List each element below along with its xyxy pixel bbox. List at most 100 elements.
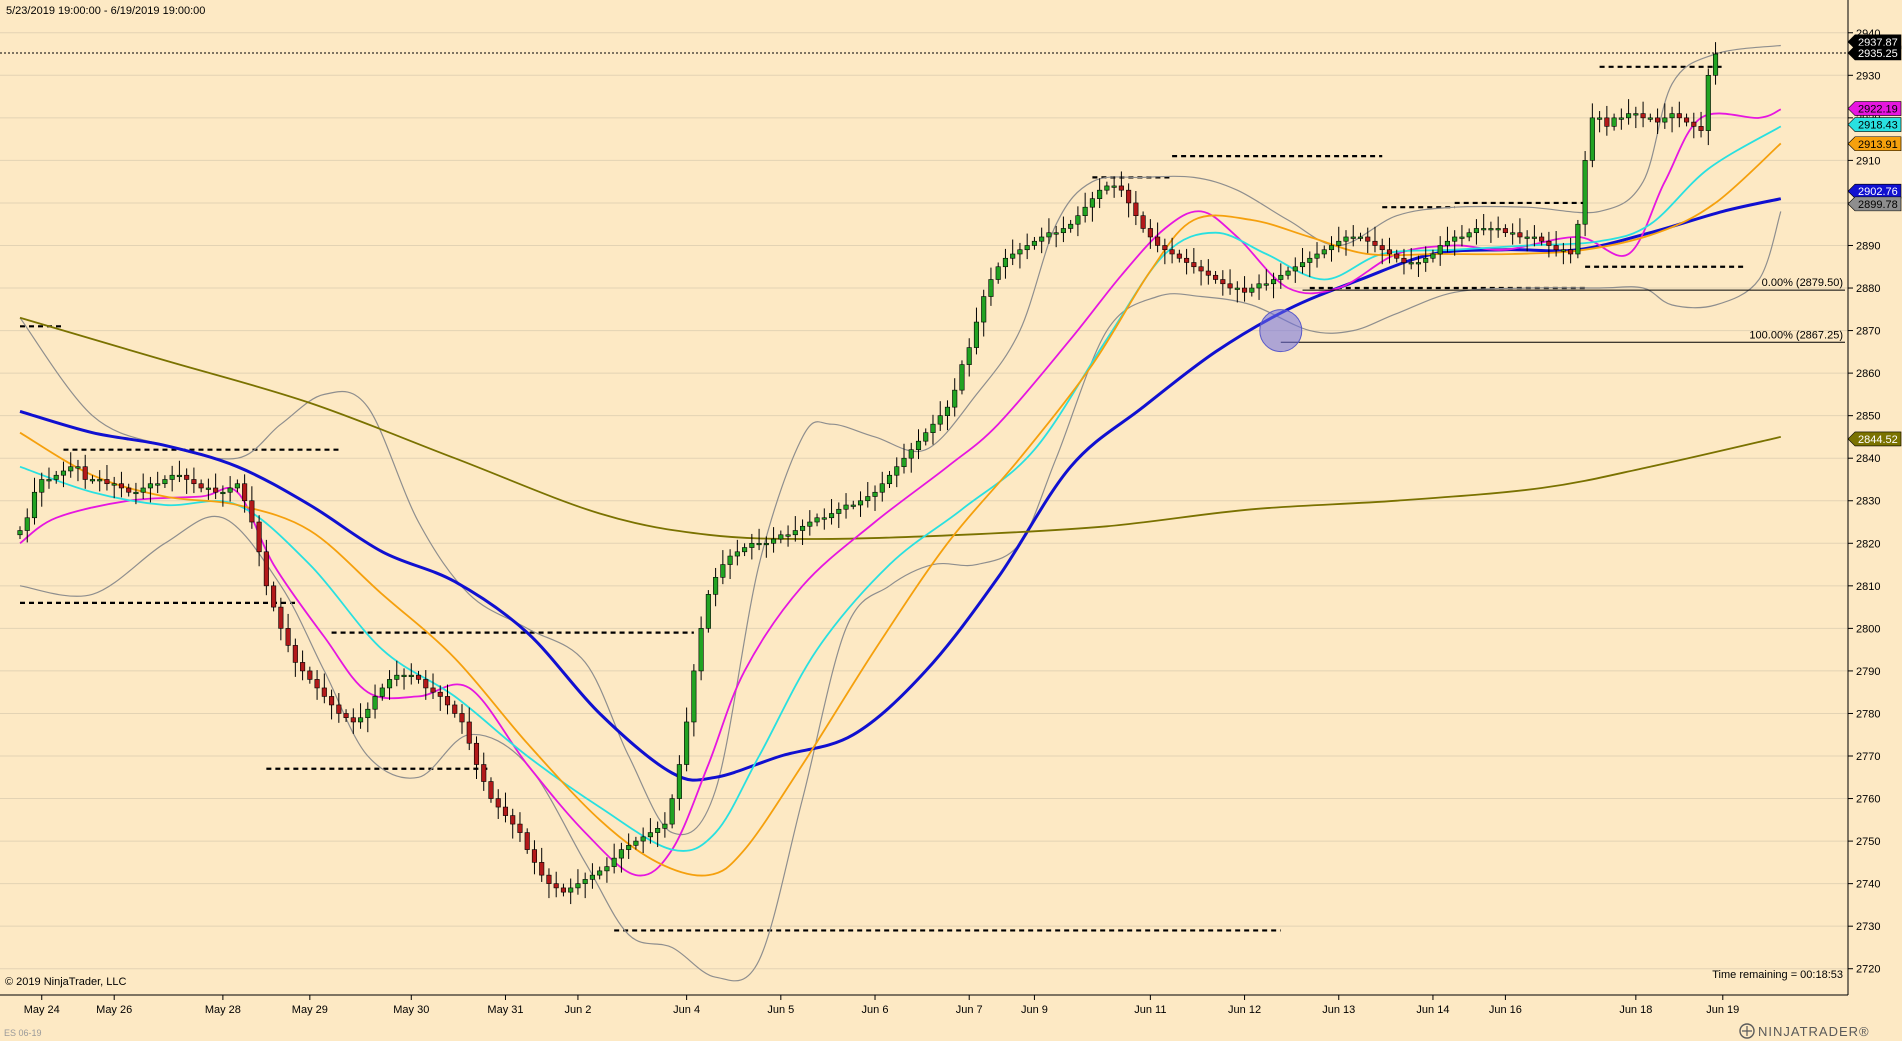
candle <box>966 338 972 377</box>
candle <box>676 755 682 811</box>
price-tick-label: 2860 <box>1856 368 1880 380</box>
candle-body-up <box>589 874 595 880</box>
candle <box>655 821 661 848</box>
candle-body-up <box>1010 253 1016 259</box>
price-tick-label: 2760 <box>1856 794 1880 806</box>
candle <box>843 493 849 519</box>
price-tick-label: 2910 <box>1856 155 1880 167</box>
ninjatrader-logo: NINJATRADER® <box>1739 1023 1869 1039</box>
candle-body-up <box>1024 245 1030 251</box>
price-tick-label: 2770 <box>1856 751 1880 763</box>
price-tag-label: 2902.76 <box>1858 186 1898 198</box>
candle <box>1481 214 1487 236</box>
candle <box>850 500 856 510</box>
candle-body-up <box>800 525 806 531</box>
candle-body-up <box>995 266 1001 280</box>
candle <box>126 483 132 497</box>
candle-body-up <box>1234 287 1240 290</box>
candle-body-down <box>1691 121 1697 127</box>
candle <box>1162 238 1168 265</box>
price-tag-box <box>1847 431 1902 447</box>
candle-body-up <box>1575 223 1581 255</box>
candle <box>401 668 407 690</box>
candle <box>444 684 451 715</box>
candle <box>930 414 936 445</box>
candle <box>1068 219 1074 233</box>
candle <box>140 473 146 500</box>
price-tag-box <box>1847 101 1902 116</box>
candle <box>828 499 835 525</box>
fibonacci-retracement[interactable]: 0.00% (2879.50) 100.00% (2867.25) <box>1259 277 1845 353</box>
candle <box>705 590 711 633</box>
candle <box>1662 103 1668 129</box>
candle <box>952 378 958 417</box>
candle-body-up <box>1350 236 1356 239</box>
candle-body-up <box>1336 240 1342 246</box>
candle-body-up <box>778 534 784 540</box>
candle <box>46 467 52 489</box>
candle <box>495 789 501 819</box>
candle-body-up <box>655 828 661 833</box>
candle-body-up <box>792 530 798 536</box>
time-tick-label: Jun 14 <box>1416 1004 1449 1016</box>
candle <box>89 475 96 484</box>
price-tag-box <box>1847 136 1902 152</box>
price-tick-label: 2820 <box>1856 538 1880 550</box>
candle-body-down <box>1372 240 1378 246</box>
candle <box>937 401 943 431</box>
candle-body-up <box>749 542 755 548</box>
price-tick-label: 2890 <box>1856 240 1880 252</box>
candle-body-up <box>640 836 646 842</box>
candle-body-down <box>1205 270 1211 276</box>
candle-body-up <box>894 466 900 476</box>
candle <box>17 526 23 540</box>
candle-body-up <box>1060 228 1066 234</box>
candle-body-up <box>1002 257 1008 268</box>
candle-body-down <box>1386 249 1393 255</box>
candle-body-up <box>959 364 965 391</box>
candle-body-down <box>510 815 516 825</box>
candle-body-up <box>1270 279 1277 285</box>
candle-body-down <box>1133 202 1139 217</box>
fibonacci-anchor-handle[interactable] <box>1259 309 1303 353</box>
time-tick-label: Jun 6 <box>862 1004 889 1016</box>
price-tick-label: 2800 <box>1856 623 1880 635</box>
candle <box>1147 219 1153 249</box>
candle-body-up <box>46 479 52 482</box>
candle <box>256 515 262 567</box>
candle-body-up <box>626 845 632 850</box>
candle <box>285 613 291 653</box>
candle <box>1343 230 1349 256</box>
candle-body-up <box>1408 262 1414 265</box>
candle-body-up <box>75 466 81 469</box>
candle <box>908 442 914 473</box>
candle <box>1278 263 1284 289</box>
candle-body-up <box>1611 117 1617 127</box>
candle <box>1270 272 1277 299</box>
candle <box>118 471 124 498</box>
candle-body-down <box>336 704 342 714</box>
candle-body-up <box>1510 232 1516 235</box>
candle-body-down <box>546 874 552 884</box>
candle-body-up <box>821 517 827 520</box>
price-tag-label: 2899.78 <box>1858 199 1898 211</box>
candle-body-down <box>184 474 190 480</box>
candle-body-up <box>1459 236 1465 239</box>
candle-body-up <box>1582 160 1588 225</box>
bollinger-lower-line <box>19 211 1782 982</box>
time-axis[interactable]: May 24 May 26 May 28 May 29 May 30 May 31 Jun … <box>24 995 1740 1016</box>
candle-body-up <box>1415 262 1422 265</box>
candle <box>611 843 617 874</box>
candle-body-up <box>1046 232 1052 238</box>
candle <box>1647 113 1653 123</box>
candle <box>350 708 356 734</box>
candle <box>1292 257 1298 283</box>
candle-body-down <box>1176 253 1182 259</box>
candle-body-down <box>1242 287 1248 293</box>
time-tick-label: Jun 16 <box>1489 1004 1522 1016</box>
time-tick-label: May 30 <box>393 1004 429 1016</box>
candle <box>473 736 480 779</box>
candle-body-up <box>720 564 726 578</box>
candle-body-down <box>1140 215 1146 229</box>
